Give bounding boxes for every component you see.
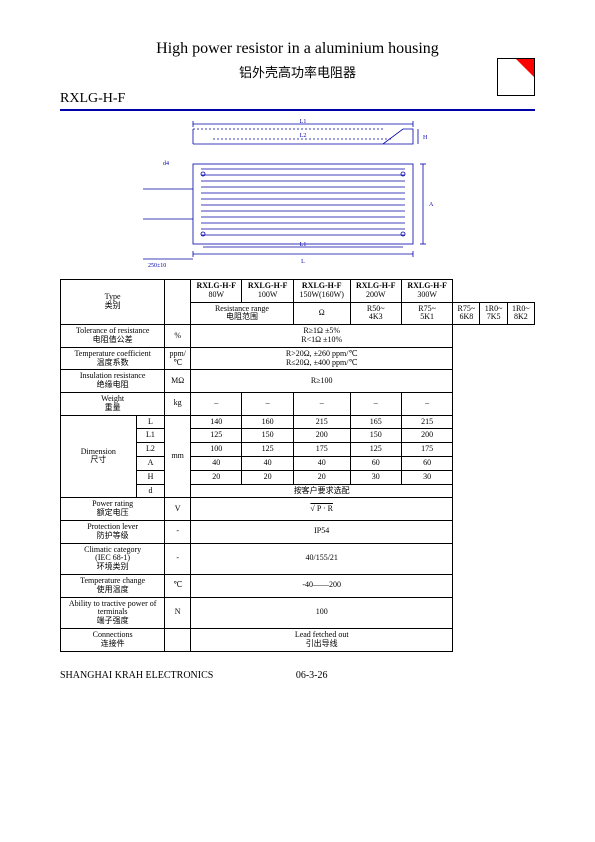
footer: SHANGHAI KRAH ELECTRONICS 06-3-26 — [60, 670, 535, 681]
spec-table: Type类别 RXLG-H-F80W RXLG-H-F100W RXLG-H-F… — [60, 279, 535, 652]
svg-text:d4: d4 — [163, 161, 169, 167]
title-en: High power resistor in a aluminium housi… — [60, 40, 535, 58]
footer-date: 06-3-26 — [296, 670, 328, 681]
technical-drawing: L1 L2 — [133, 119, 463, 269]
model-label: RXLG-H-F — [60, 91, 535, 107]
svg-text:L: L — [301, 259, 305, 265]
svg-text:250±10: 250±10 — [148, 263, 166, 269]
svg-text:A: A — [429, 202, 434, 208]
divider — [60, 109, 535, 111]
svg-text:L1: L1 — [299, 119, 306, 125]
title-zh: 铝外壳高功率电阻器 — [60, 62, 535, 81]
svg-text:L1: L1 — [299, 242, 306, 248]
svg-text:H: H — [423, 135, 428, 141]
svg-text:L2: L2 — [299, 133, 306, 139]
footer-company: SHANGHAI KRAH ELECTRONICS — [60, 670, 213, 681]
logo-icon — [497, 58, 535, 96]
